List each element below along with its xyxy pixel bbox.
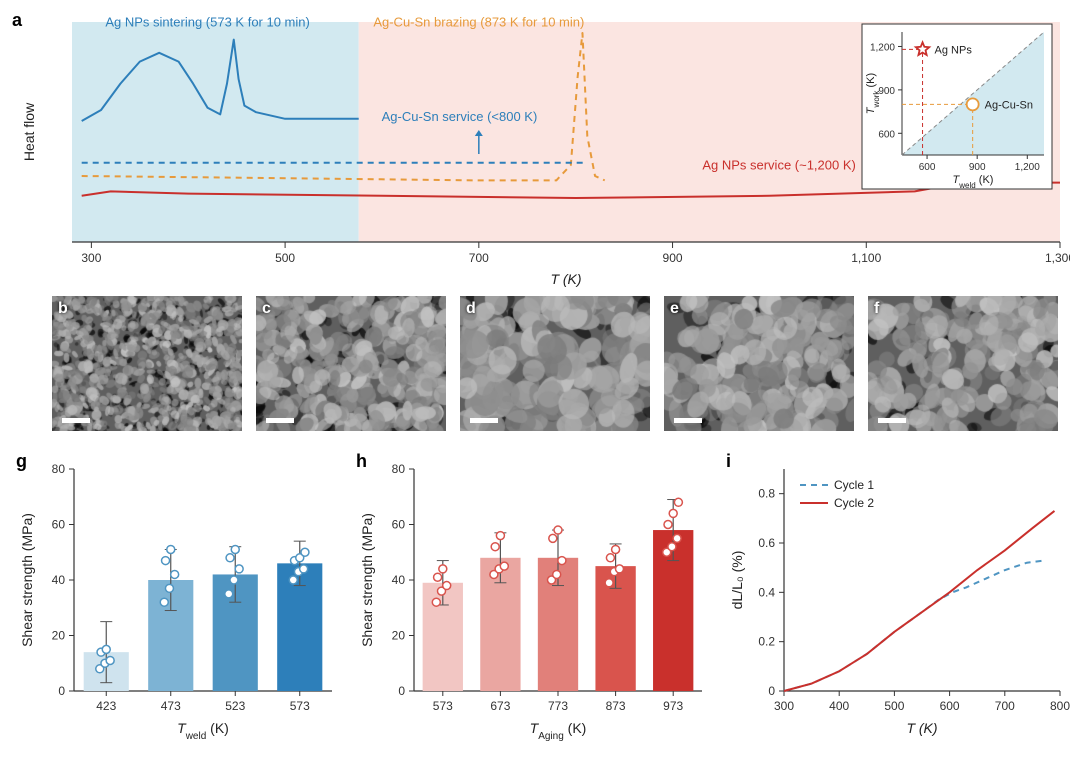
sem-c: c xyxy=(256,296,446,431)
scale-bar xyxy=(674,418,702,423)
svg-text:573: 573 xyxy=(290,699,310,713)
scale-bar xyxy=(266,418,294,423)
panel-i: i 300 400 500 600 700 800 0 0.2 0.4 0.6 0.8 Cycle 1… xyxy=(720,451,1070,741)
svg-text:80: 80 xyxy=(392,462,406,476)
svg-text:1,300: 1,300 xyxy=(1045,251,1070,265)
svg-text:573: 573 xyxy=(433,699,453,713)
svg-text:0.6: 0.6 xyxy=(758,536,775,550)
svg-text:T (K): T (K) xyxy=(906,720,937,736)
svg-text:Ag NPs: Ag NPs xyxy=(935,44,973,56)
svg-text:0: 0 xyxy=(58,684,65,698)
panel-h: h 0 20 40 60 80 573 673 773 873 973 Shear strength… xyxy=(350,451,720,741)
panel-label-e: e xyxy=(670,300,679,318)
svg-text:Shear strength (MPa): Shear strength (MPa) xyxy=(19,513,35,647)
svg-text:Tweld (K): Tweld (K) xyxy=(177,720,229,741)
svg-text:60: 60 xyxy=(52,518,66,532)
panel-label-f: f xyxy=(874,300,879,318)
svg-text:900: 900 xyxy=(878,86,895,97)
panel-label-d: d xyxy=(466,300,476,318)
panel-a-chart: 300 500 700 900 1,100 1,300 T (K) Heat flow Ag N… xyxy=(10,10,1070,290)
svg-text:600: 600 xyxy=(919,162,936,173)
panel-label-a: a xyxy=(12,10,22,31)
svg-text:1,200: 1,200 xyxy=(870,42,895,53)
svg-text:Heat flow: Heat flow xyxy=(21,102,37,161)
svg-text:Cycle 2: Cycle 2 xyxy=(834,496,874,510)
svg-text:20: 20 xyxy=(52,629,66,643)
svg-text:523: 523 xyxy=(225,699,245,713)
panel-h-chart: 0 20 40 60 80 573 673 773 873 973 Shear strength (… xyxy=(350,451,720,741)
svg-text:0: 0 xyxy=(768,684,775,698)
panel-label-g: g xyxy=(16,451,27,472)
panel-label-i: i xyxy=(726,451,731,472)
svg-text:0: 0 xyxy=(398,684,405,698)
svg-text:700: 700 xyxy=(469,251,489,265)
svg-text:873: 873 xyxy=(606,699,626,713)
svg-text:0.2: 0.2 xyxy=(758,635,775,649)
panel-label-b: b xyxy=(58,300,68,318)
panel-a: a 300 500 700 900 1,100 1,300 T (K) Heat flow Ag… xyxy=(10,10,1070,290)
svg-text:600: 600 xyxy=(940,699,960,713)
panel-label-h: h xyxy=(356,451,367,472)
svg-text:900: 900 xyxy=(969,162,986,173)
svg-text:Ag NPs service (~1,200 K): Ag NPs service (~1,200 K) xyxy=(702,157,856,172)
svg-text:900: 900 xyxy=(663,251,683,265)
sem-e: e xyxy=(664,296,854,431)
svg-text:60: 60 xyxy=(392,518,406,532)
svg-text:600: 600 xyxy=(878,129,895,140)
scale-bar xyxy=(878,418,906,423)
svg-text:300: 300 xyxy=(81,251,101,265)
svg-text:423: 423 xyxy=(96,699,116,713)
svg-text:20: 20 xyxy=(392,629,406,643)
svg-text:Ag-Cu-Sn: Ag-Cu-Sn xyxy=(985,99,1033,111)
svg-text:0.4: 0.4 xyxy=(758,585,775,599)
svg-text:80: 80 xyxy=(52,462,66,476)
svg-text:1,200: 1,200 xyxy=(1015,162,1040,173)
svg-text:40: 40 xyxy=(392,573,406,587)
svg-text:Cycle 1: Cycle 1 xyxy=(834,478,874,492)
panel-g-chart: 0 20 40 60 80 423 473 523 573 Shear strength (MPa… xyxy=(10,451,350,741)
scale-bar xyxy=(470,418,498,423)
svg-text:TAging (K): TAging (K) xyxy=(530,720,587,741)
svg-text:Ag-Cu-Sn brazing (873 K for 10: Ag-Cu-Sn brazing (873 K for 10 min) xyxy=(373,14,584,29)
svg-text:773: 773 xyxy=(548,699,568,713)
svg-text:40: 40 xyxy=(52,573,66,587)
svg-text:Ag-Cu-Sn service (<800 K): Ag-Cu-Sn service (<800 K) xyxy=(382,109,538,124)
svg-text:T (K): T (K) xyxy=(550,271,581,287)
svg-text:1,100: 1,100 xyxy=(851,251,881,265)
sem-b: b xyxy=(52,296,242,431)
svg-text:673: 673 xyxy=(490,699,510,713)
svg-text:Ag NPs sintering (573 K for 10: Ag NPs sintering (573 K for 10 min) xyxy=(105,14,309,29)
svg-text:473: 473 xyxy=(161,699,181,713)
svg-text:Shear strength (MPa): Shear strength (MPa) xyxy=(359,513,375,647)
svg-text:300: 300 xyxy=(774,699,794,713)
scale-bar xyxy=(62,418,90,423)
svg-text:500: 500 xyxy=(275,251,295,265)
sem-d: d xyxy=(460,296,650,431)
svg-text:700: 700 xyxy=(995,699,1015,713)
svg-text:973: 973 xyxy=(663,699,683,713)
sem-row: b c d e f xyxy=(52,296,1070,431)
svg-text:800: 800 xyxy=(1050,699,1070,713)
svg-text:400: 400 xyxy=(829,699,849,713)
svg-text:dL/L₀ (%): dL/L₀ (%) xyxy=(729,551,745,610)
bottom-row: g 0 20 40 60 80 423 473 523 573 Shear strength (M… xyxy=(10,451,1070,741)
svg-text:500: 500 xyxy=(884,699,904,713)
panel-i-chart: 300 400 500 600 700 800 0 0.2 0.4 0.6 0.8 Cycle 1 Cy… xyxy=(720,451,1070,741)
panel-g: g 0 20 40 60 80 423 473 523 573 Shear strength (M… xyxy=(10,451,350,741)
panel-label-c: c xyxy=(262,300,271,318)
sem-f: f xyxy=(868,296,1058,431)
svg-text:0.8: 0.8 xyxy=(758,487,775,501)
